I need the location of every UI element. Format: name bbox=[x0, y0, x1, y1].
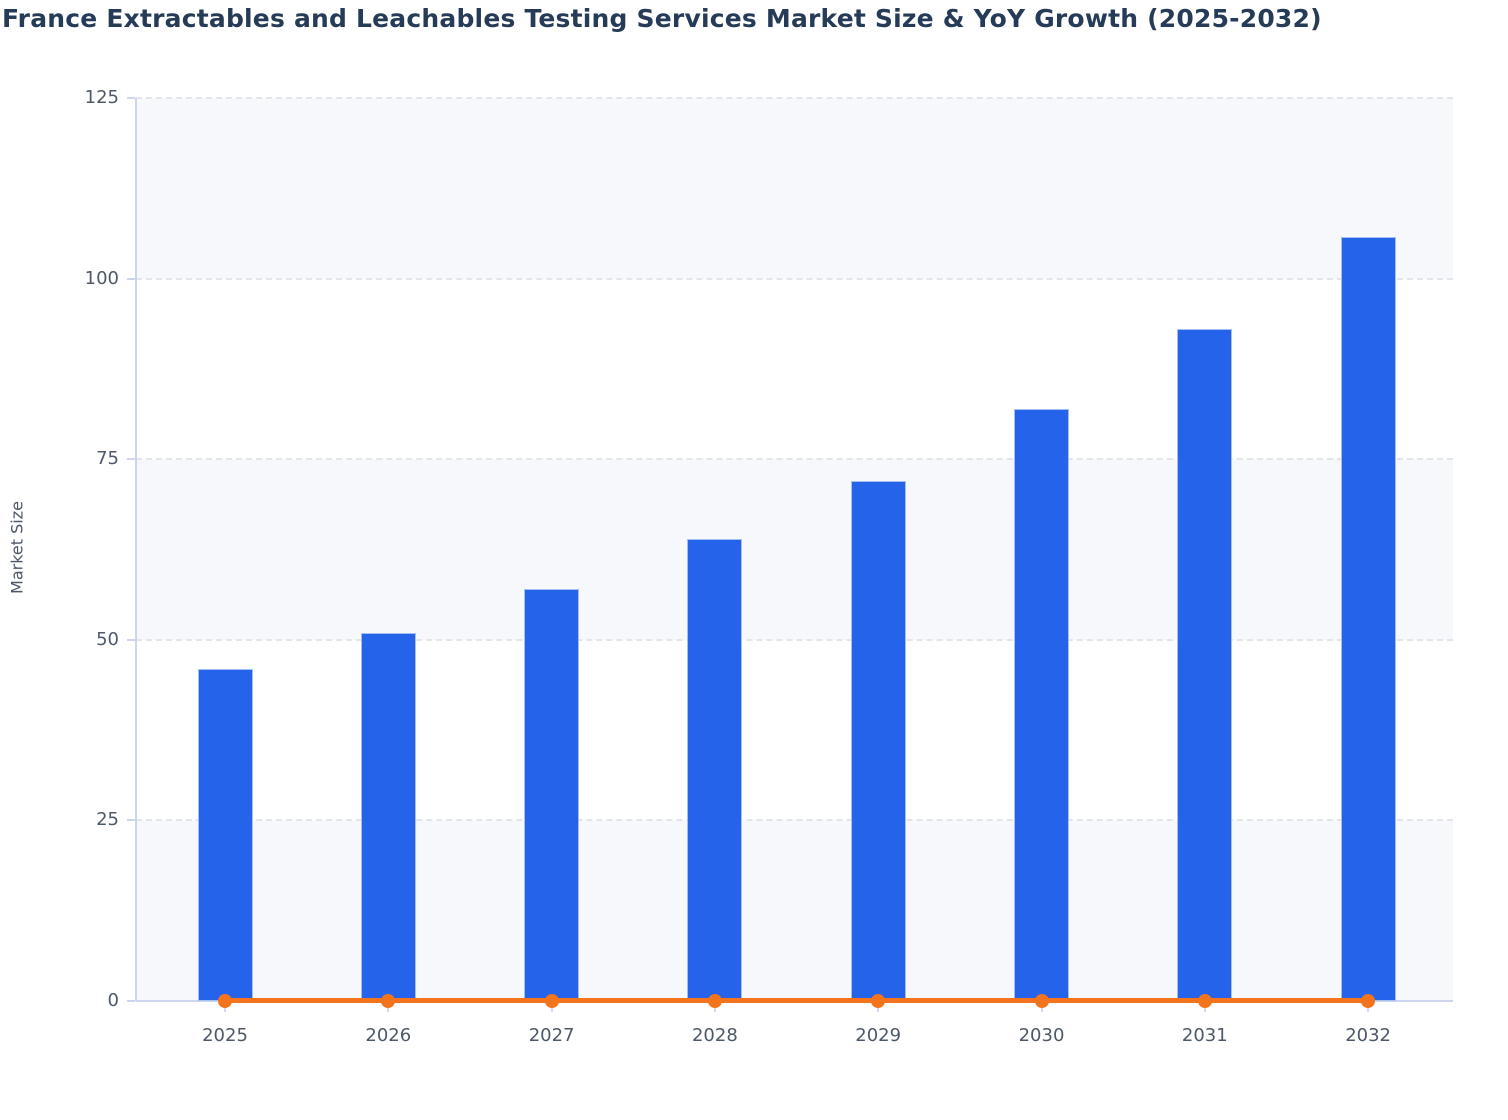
y-tick-label: 50 bbox=[96, 628, 119, 650]
yoy-data-point[interactable] bbox=[381, 994, 396, 1008]
chart-title: France Extractables and Leachables Testi… bbox=[2, 4, 1322, 33]
x-tick-label: 2025 bbox=[202, 1025, 248, 1046]
yoy-data-point[interactable] bbox=[1197, 994, 1212, 1008]
y-axis-line bbox=[135, 98, 137, 1001]
y-axis-tick bbox=[127, 1000, 135, 1002]
bar[interactable] bbox=[850, 480, 906, 1001]
yoy-data-point[interactable] bbox=[544, 994, 559, 1008]
yoy-trend-line[interactable] bbox=[225, 998, 1369, 1003]
yoy-data-point[interactable] bbox=[871, 994, 886, 1008]
y-axis-tick bbox=[127, 638, 135, 641]
y-tick-label: 0 bbox=[107, 990, 119, 1011]
bar[interactable] bbox=[524, 589, 580, 1001]
y-gridline bbox=[136, 458, 1453, 461]
y-gridline bbox=[136, 97, 1453, 99]
x-tick-label: 2030 bbox=[1018, 1025, 1065, 1046]
x-tick-label: 2027 bbox=[528, 1025, 575, 1046]
yoy-data-point[interactable] bbox=[707, 994, 722, 1008]
y-gridline bbox=[136, 638, 1453, 641]
yoy-data-point[interactable] bbox=[218, 994, 232, 1008]
x-tick-label: 2031 bbox=[1181, 1025, 1228, 1046]
y-gridline bbox=[136, 819, 1453, 822]
bar[interactable] bbox=[197, 668, 253, 1001]
y-tick-label: 100 bbox=[84, 267, 119, 289]
y-tick-label: 125 bbox=[84, 87, 119, 108]
bar[interactable] bbox=[687, 538, 743, 1001]
yoy-data-point[interactable] bbox=[1361, 994, 1376, 1008]
yoy-data-point[interactable] bbox=[1034, 994, 1049, 1008]
x-tick-label: 2028 bbox=[691, 1025, 738, 1046]
bar[interactable] bbox=[1177, 329, 1233, 1001]
y-tick-label: 25 bbox=[96, 809, 119, 831]
bar[interactable] bbox=[1340, 237, 1396, 1001]
y-axis-tick bbox=[127, 97, 135, 99]
bar[interactable] bbox=[1014, 408, 1069, 1001]
plot-band bbox=[136, 820, 1453, 1001]
y-axis-tick bbox=[127, 819, 135, 822]
x-tick-label: 2029 bbox=[855, 1025, 902, 1046]
plot-band bbox=[136, 98, 1453, 279]
x-tick-label: 2032 bbox=[1345, 1025, 1391, 1046]
bar[interactable] bbox=[360, 632, 416, 1001]
y-tick-label: 75 bbox=[96, 448, 119, 470]
plot-band bbox=[136, 459, 1453, 640]
y-axis-tick bbox=[127, 458, 135, 461]
y-axis-tick bbox=[127, 277, 135, 280]
y-gridline bbox=[136, 277, 1453, 280]
x-tick-label: 2026 bbox=[365, 1025, 412, 1046]
